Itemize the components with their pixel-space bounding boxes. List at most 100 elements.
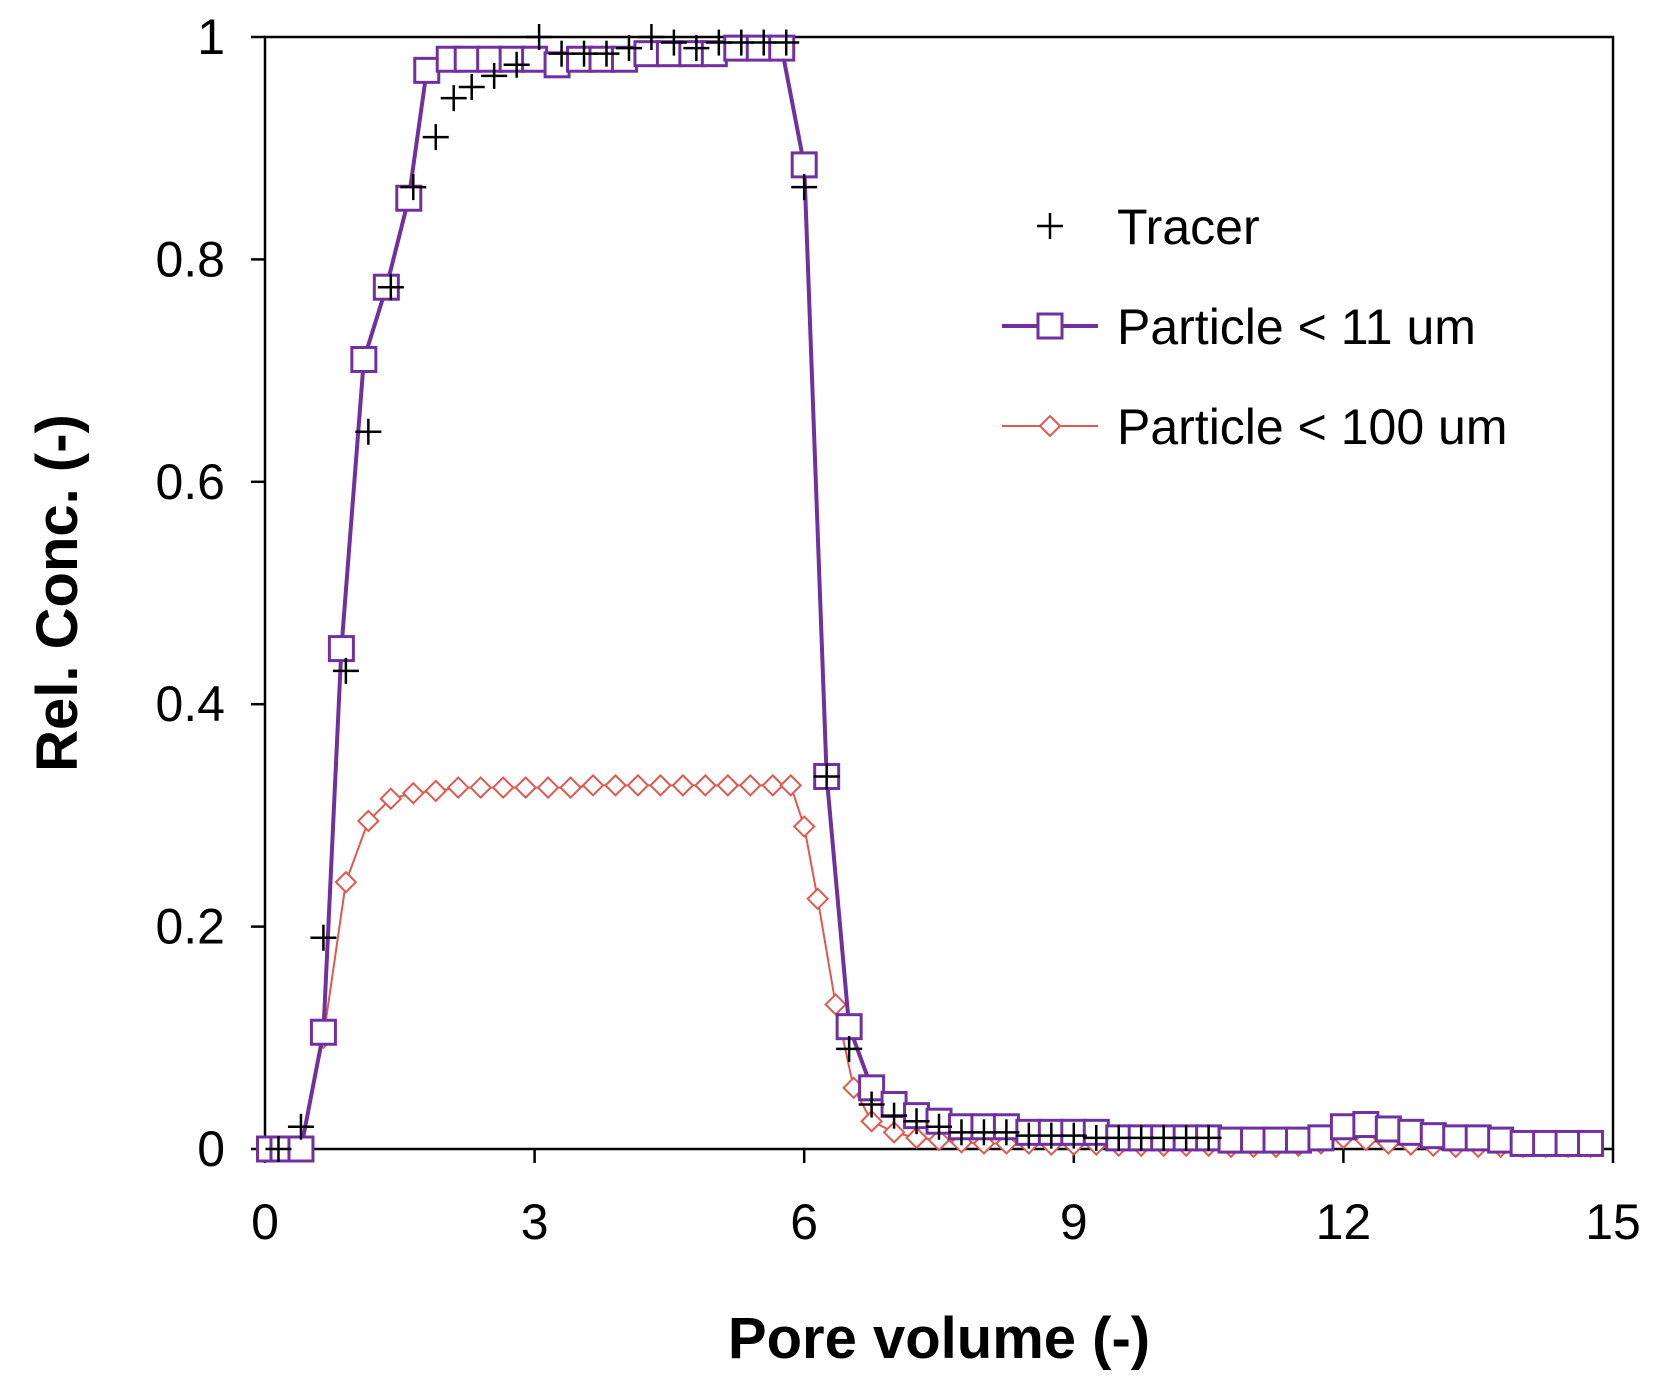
y-tick-labels: 0 0.2 0.4 0.6 0.8 1 bbox=[155, 9, 225, 1177]
y-tick-label: 0 bbox=[197, 1121, 225, 1177]
data-point bbox=[750, 29, 777, 56]
data-point bbox=[660, 29, 687, 56]
data-point bbox=[1532, 1129, 1560, 1157]
data-point bbox=[792, 815, 816, 838]
data-point bbox=[705, 29, 732, 56]
data-point bbox=[716, 773, 740, 797]
data-point bbox=[521, 45, 549, 73]
x-axis-title: Pore volume (-) bbox=[728, 1306, 1150, 1371]
data-point bbox=[491, 776, 515, 800]
data-point bbox=[671, 773, 695, 797]
data-point bbox=[440, 85, 467, 112]
data-point bbox=[745, 34, 773, 62]
data-point bbox=[1554, 1129, 1582, 1157]
plot-area bbox=[263, 35, 1615, 1151]
data-point bbox=[395, 184, 423, 212]
y-tick-label: 0.2 bbox=[155, 899, 225, 955]
data-point bbox=[903, 1108, 930, 1135]
x-tick-label: 12 bbox=[1316, 1194, 1372, 1250]
data-point bbox=[1397, 1118, 1425, 1146]
data-point bbox=[401, 781, 425, 805]
data-point bbox=[526, 24, 553, 50]
data-point bbox=[332, 657, 359, 684]
data-point bbox=[327, 635, 355, 663]
data-point bbox=[858, 1091, 885, 1118]
y-tick-label: 1 bbox=[197, 9, 225, 65]
legend-item-particle-11um: Particle < 11 um bbox=[1002, 299, 1476, 355]
data-point bbox=[927, 1128, 951, 1152]
data-point bbox=[1419, 1122, 1447, 1150]
data-point bbox=[993, 1119, 1020, 1146]
data-point bbox=[1352, 1111, 1380, 1139]
data-point bbox=[790, 151, 818, 179]
data-point bbox=[536, 776, 560, 800]
data-point bbox=[882, 1120, 906, 1144]
data-point bbox=[836, 1035, 863, 1062]
data-point bbox=[615, 35, 642, 62]
data-point bbox=[683, 35, 710, 62]
data-point bbox=[655, 40, 683, 68]
data-point bbox=[926, 1113, 952, 1140]
data-point bbox=[1329, 1113, 1357, 1141]
data-point bbox=[559, 776, 582, 800]
data-point bbox=[498, 45, 526, 73]
data-point bbox=[1240, 1126, 1268, 1154]
data-point bbox=[543, 51, 571, 79]
legend-marker bbox=[1036, 312, 1064, 340]
series-0 bbox=[265, 24, 1222, 1162]
data-point bbox=[355, 418, 382, 445]
data-point bbox=[1487, 1126, 1515, 1154]
legend-item-tracer: Tracer bbox=[1037, 199, 1260, 255]
data-point bbox=[287, 1135, 315, 1163]
data-point bbox=[1217, 1126, 1245, 1154]
data-point bbox=[700, 40, 728, 68]
x-tick-label: 15 bbox=[1585, 1194, 1641, 1250]
data-point bbox=[604, 773, 627, 797]
data-point bbox=[458, 74, 485, 101]
data-point bbox=[610, 45, 638, 73]
data-point bbox=[377, 274, 404, 301]
data-point bbox=[1173, 1124, 1200, 1151]
data-point bbox=[1150, 1124, 1177, 1151]
data-point bbox=[400, 174, 427, 201]
data-point bbox=[1105, 1124, 1132, 1151]
data-point bbox=[481, 62, 508, 89]
data-point bbox=[265, 1136, 292, 1162]
y-tick-marks bbox=[251, 35, 265, 1151]
data-point bbox=[905, 1126, 928, 1150]
data-point bbox=[469, 776, 493, 800]
legend-symbol-tracer bbox=[1037, 213, 1063, 239]
data-point bbox=[835, 1013, 863, 1041]
data-point bbox=[581, 773, 605, 797]
data-point bbox=[1577, 1129, 1605, 1157]
data-point bbox=[453, 45, 481, 73]
data-point bbox=[287, 1113, 314, 1140]
data-point bbox=[593, 40, 620, 67]
data-point bbox=[446, 776, 470, 800]
data-point bbox=[1374, 1115, 1402, 1143]
legend-symbol-particle-100um bbox=[1002, 414, 1098, 438]
data-point bbox=[309, 1018, 337, 1046]
data-point bbox=[379, 787, 403, 811]
legend-symbol-particle-11um bbox=[1002, 312, 1098, 340]
data-point bbox=[806, 887, 830, 911]
data-point bbox=[860, 1109, 884, 1133]
y-tick-label: 0.4 bbox=[155, 676, 225, 732]
data-point bbox=[791, 174, 818, 201]
legend-label-particle-100um: Particle < 100 um bbox=[1117, 399, 1507, 455]
data-point bbox=[773, 29, 800, 56]
data-point bbox=[1195, 1124, 1222, 1151]
data-point bbox=[948, 1119, 975, 1146]
data-point bbox=[1060, 1122, 1087, 1149]
x-tick-label: 9 bbox=[1060, 1194, 1088, 1250]
data-point bbox=[356, 809, 380, 833]
x-tick-label: 0 bbox=[251, 1194, 279, 1250]
data-point bbox=[1015, 1122, 1042, 1149]
data-point bbox=[1128, 1124, 1155, 1151]
data-point bbox=[1284, 1126, 1312, 1154]
data-point bbox=[761, 773, 785, 797]
x-tick-label: 6 bbox=[790, 1194, 818, 1250]
data-point bbox=[723, 34, 751, 62]
y-axis-title: Rel. Conc. (-) bbox=[25, 414, 90, 772]
